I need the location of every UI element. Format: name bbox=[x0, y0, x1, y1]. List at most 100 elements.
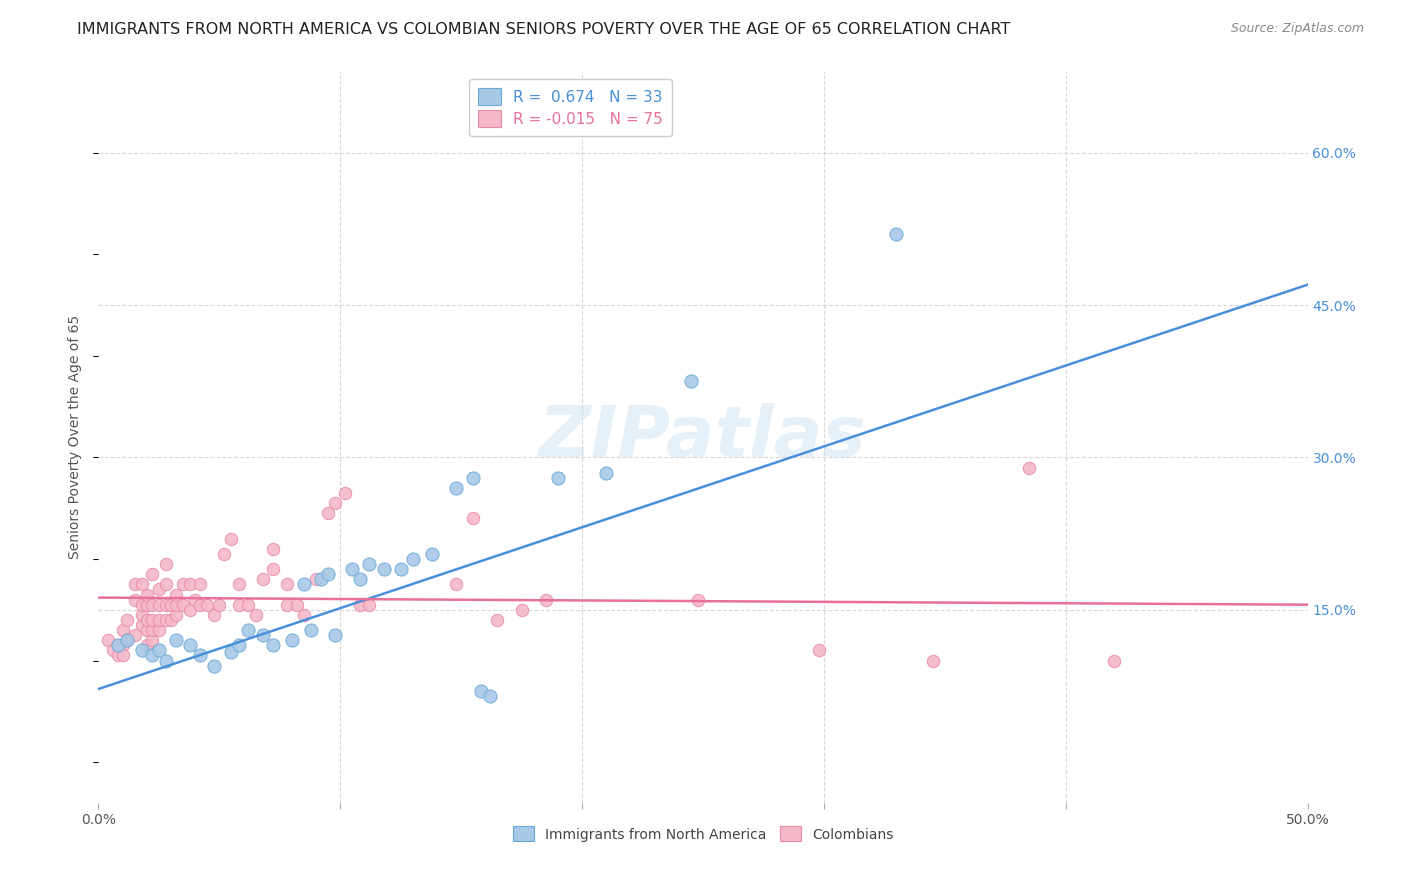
Point bbox=[165, 633, 187, 648]
Point bbox=[281, 633, 304, 648]
Point bbox=[325, 628, 347, 642]
Point bbox=[141, 623, 163, 637]
Point bbox=[446, 481, 468, 495]
Point bbox=[135, 613, 157, 627]
Point bbox=[470, 684, 492, 698]
Point bbox=[595, 466, 617, 480]
Point bbox=[135, 623, 157, 637]
Point bbox=[1102, 654, 1125, 668]
Point bbox=[228, 638, 250, 652]
Point bbox=[131, 618, 153, 632]
Point bbox=[285, 598, 308, 612]
Point bbox=[155, 613, 177, 627]
Point bbox=[886, 227, 908, 241]
Point bbox=[534, 592, 557, 607]
Point bbox=[359, 557, 381, 571]
Point bbox=[172, 577, 194, 591]
Point bbox=[172, 598, 194, 612]
Point bbox=[688, 592, 710, 607]
Point bbox=[463, 471, 485, 485]
Point bbox=[333, 486, 356, 500]
Point bbox=[111, 648, 134, 663]
Point bbox=[342, 562, 364, 576]
Point bbox=[208, 598, 231, 612]
Point bbox=[238, 623, 260, 637]
Point bbox=[155, 654, 177, 668]
Point bbox=[299, 623, 322, 637]
Point bbox=[124, 592, 146, 607]
Point bbox=[179, 577, 201, 591]
Point bbox=[148, 582, 170, 597]
Point bbox=[316, 506, 339, 520]
Point bbox=[188, 648, 211, 663]
Point bbox=[131, 607, 153, 622]
Point bbox=[141, 648, 163, 663]
Point bbox=[165, 607, 187, 622]
Point bbox=[117, 633, 139, 648]
Point bbox=[359, 598, 381, 612]
Point bbox=[155, 557, 177, 571]
Point bbox=[316, 567, 339, 582]
Point bbox=[808, 643, 831, 657]
Point bbox=[420, 547, 443, 561]
Point bbox=[479, 689, 502, 703]
Point bbox=[135, 598, 157, 612]
Point bbox=[124, 577, 146, 591]
Point bbox=[486, 613, 509, 627]
Point bbox=[1018, 460, 1040, 475]
Point bbox=[238, 598, 260, 612]
Point bbox=[111, 623, 134, 637]
Point bbox=[221, 532, 243, 546]
Y-axis label: Seniors Poverty Over the Age of 65: Seniors Poverty Over the Age of 65 bbox=[69, 315, 83, 559]
Point bbox=[325, 496, 347, 510]
Point bbox=[148, 643, 170, 657]
Point bbox=[212, 547, 235, 561]
Point bbox=[389, 562, 412, 576]
Point bbox=[252, 572, 274, 586]
Point bbox=[141, 613, 163, 627]
Point bbox=[276, 598, 298, 612]
Point bbox=[148, 598, 170, 612]
Point bbox=[179, 603, 201, 617]
Point bbox=[141, 633, 163, 648]
Point bbox=[446, 577, 468, 591]
Point bbox=[135, 588, 157, 602]
Point bbox=[135, 638, 157, 652]
Point bbox=[463, 511, 485, 525]
Point bbox=[131, 577, 153, 591]
Point bbox=[921, 654, 943, 668]
Point bbox=[349, 598, 371, 612]
Point bbox=[245, 607, 267, 622]
Point bbox=[107, 648, 129, 663]
Point bbox=[188, 577, 211, 591]
Point bbox=[131, 643, 153, 657]
Point bbox=[292, 607, 315, 622]
Point bbox=[165, 598, 187, 612]
Point bbox=[141, 598, 163, 612]
Point bbox=[679, 374, 702, 388]
Point bbox=[141, 567, 163, 582]
Point bbox=[188, 598, 211, 612]
Point bbox=[155, 577, 177, 591]
Point bbox=[228, 598, 250, 612]
Point bbox=[97, 633, 120, 648]
Point bbox=[349, 572, 371, 586]
Point bbox=[160, 613, 183, 627]
Legend: Immigrants from North America, Colombians: Immigrants from North America, Colombian… bbox=[508, 821, 898, 847]
Text: IMMIGRANTS FROM NORTH AMERICA VS COLOMBIAN SENIORS POVERTY OVER THE AGE OF 65 CO: IMMIGRANTS FROM NORTH AMERICA VS COLOMBI… bbox=[77, 22, 1011, 37]
Point bbox=[262, 541, 284, 556]
Point bbox=[510, 603, 533, 617]
Point bbox=[148, 623, 170, 637]
Point bbox=[195, 598, 218, 612]
Point bbox=[184, 592, 207, 607]
Text: ZIPatlas: ZIPatlas bbox=[540, 402, 866, 472]
Text: Source: ZipAtlas.com: Source: ZipAtlas.com bbox=[1230, 22, 1364, 36]
Point bbox=[262, 562, 284, 576]
Point bbox=[276, 577, 298, 591]
Point bbox=[262, 638, 284, 652]
Point bbox=[305, 572, 328, 586]
Point bbox=[117, 633, 139, 648]
Point bbox=[204, 607, 226, 622]
Point bbox=[221, 645, 243, 659]
Point bbox=[165, 588, 187, 602]
